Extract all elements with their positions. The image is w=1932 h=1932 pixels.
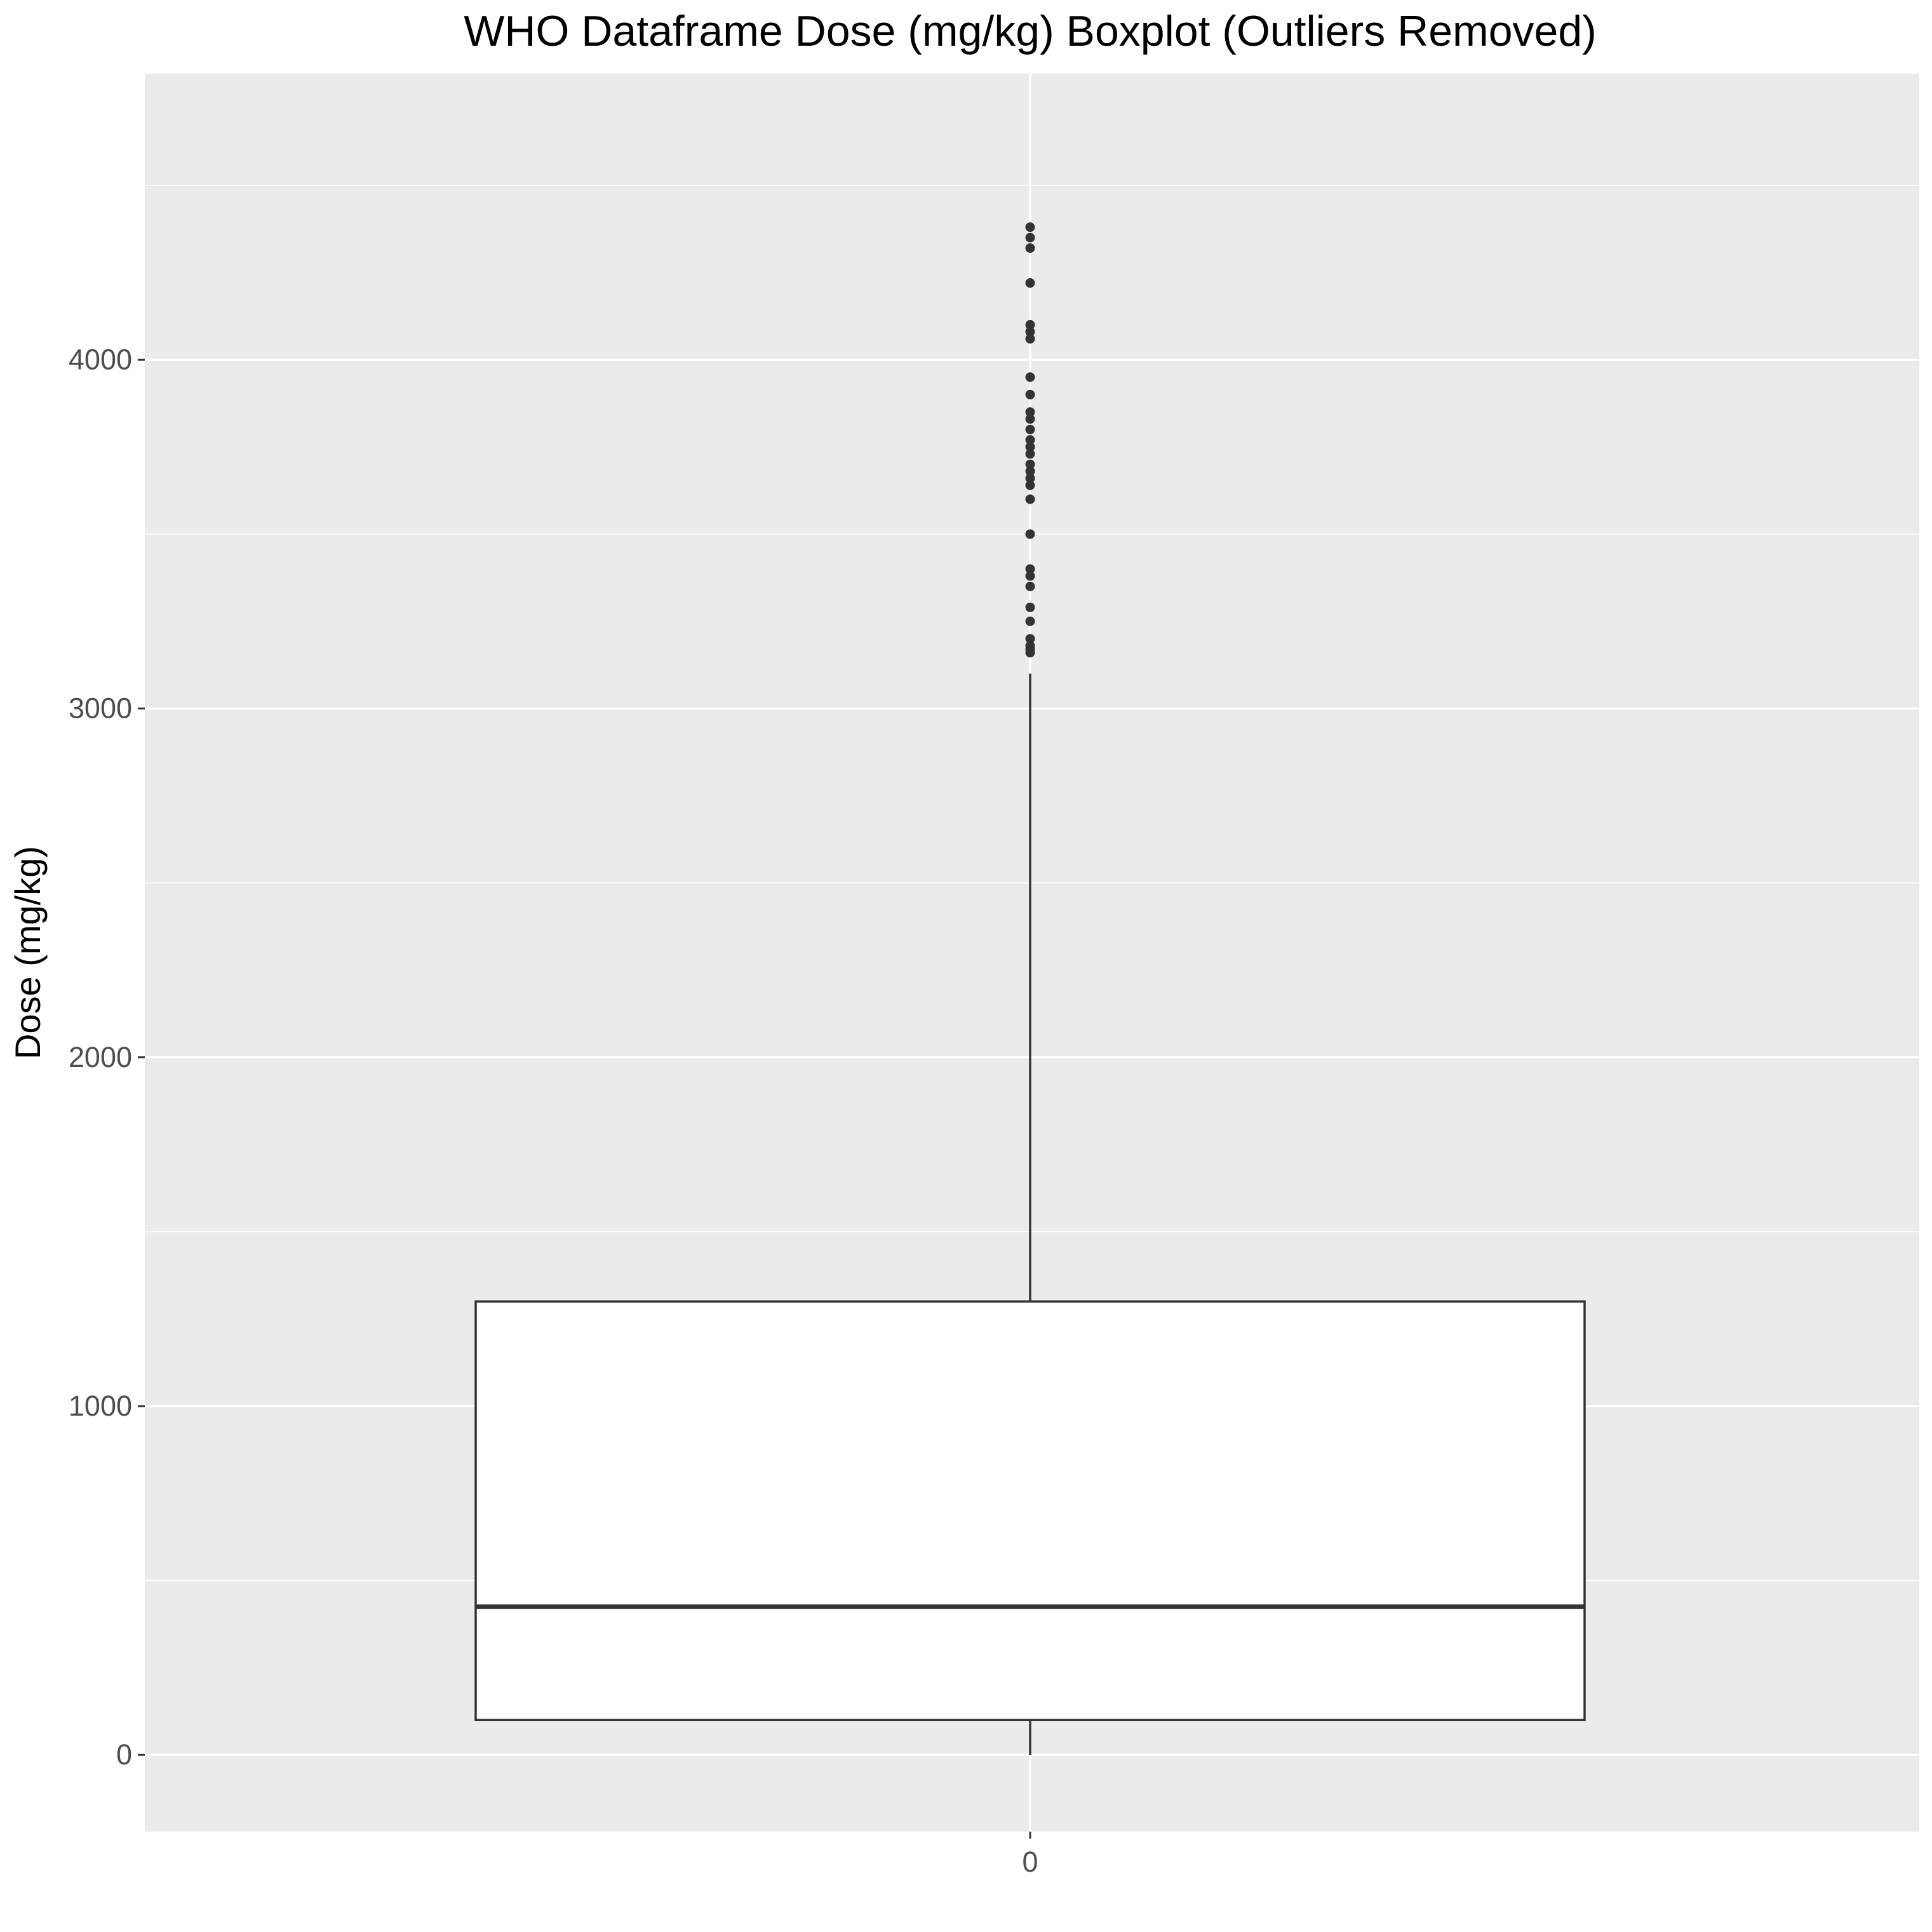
outlier-point [1025, 473, 1035, 483]
y-tick-label: 1000 [69, 1390, 132, 1422]
outlier-point [1025, 232, 1035, 243]
chart-title: WHO Dataframe Dose (mg/kg) Boxplot (Outl… [464, 7, 1597, 55]
outlier-point [1025, 449, 1035, 459]
outlier-point [1025, 435, 1035, 445]
outlier-point [1025, 466, 1035, 476]
outlier-point [1025, 494, 1035, 504]
outlier-points [1025, 222, 1035, 658]
outlier-point [1025, 278, 1035, 288]
box-iqr [474, 1300, 1586, 1722]
outlier-point [1025, 648, 1035, 658]
outlier-point [1025, 319, 1035, 330]
outlier-point [1025, 424, 1035, 434]
box-layer [474, 673, 1586, 1755]
outlier-point [1025, 243, 1035, 253]
outlier-point [1025, 407, 1035, 417]
y-tick-label: 4000 [69, 343, 132, 375]
outlier-point [1025, 372, 1035, 382]
outlier-point [1025, 442, 1035, 452]
outlier-point [1025, 480, 1035, 490]
outlier-point [1025, 529, 1035, 539]
y-axis-title: Dose (mg/kg) [8, 846, 48, 1059]
outlier-point [1025, 459, 1035, 469]
outlier-point [1025, 564, 1035, 574]
outlier-point [1025, 616, 1035, 626]
outlier-point [1025, 581, 1035, 591]
y-tick-label: 2000 [69, 1041, 132, 1073]
axes: 0 1000 2000 3000 4000 0 [69, 343, 1038, 1878]
outlier-point [1025, 414, 1035, 424]
outlier-point [1025, 389, 1035, 399]
outlier-point [1025, 634, 1035, 644]
outlier-point [1025, 333, 1035, 344]
outlier-point [1025, 602, 1035, 612]
outlier-point [1025, 326, 1035, 337]
outlier-point [1025, 571, 1035, 581]
y-tick-label: 3000 [69, 692, 132, 725]
outlier-point [1025, 222, 1035, 232]
y-tick-label: 0 [116, 1738, 132, 1771]
x-tick-label: 0 [1022, 1846, 1038, 1878]
